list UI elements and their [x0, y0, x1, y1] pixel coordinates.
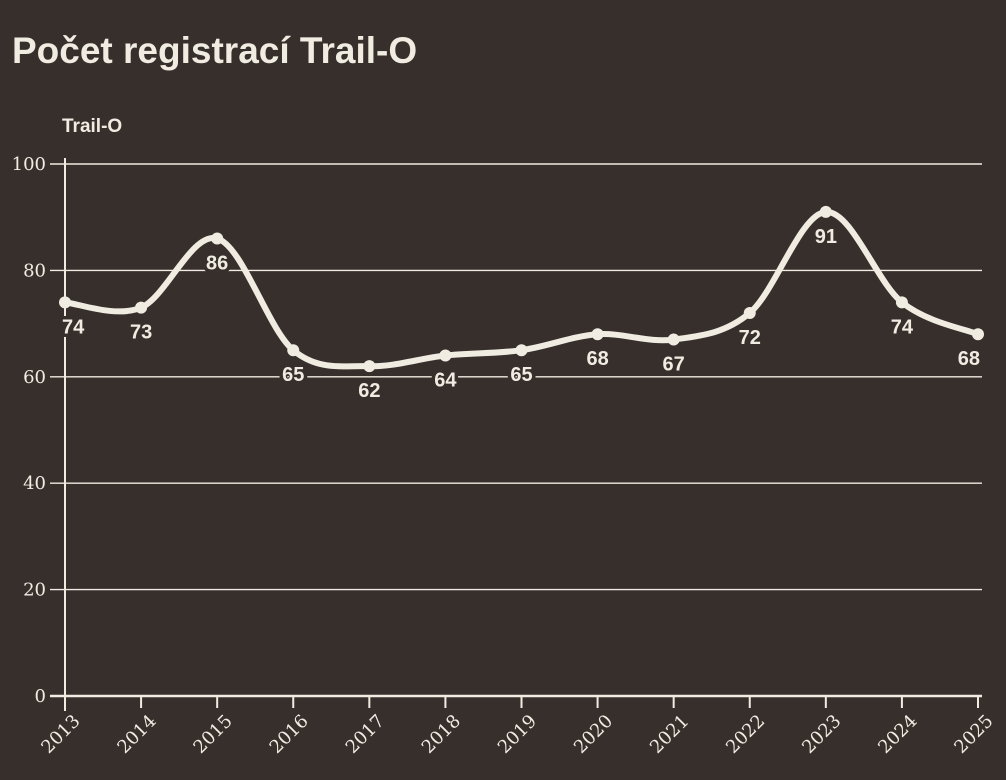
- svg-text:2016: 2016: [266, 711, 313, 758]
- svg-text:73: 73: [130, 322, 152, 344]
- svg-text:74: 74: [62, 316, 85, 338]
- axes: [64, 158, 979, 711]
- svg-text:2017: 2017: [342, 711, 389, 758]
- svg-text:2013: 2013: [37, 711, 84, 758]
- svg-text:0: 0: [35, 686, 46, 707]
- svg-text:68: 68: [586, 348, 608, 370]
- svg-text:100: 100: [12, 154, 46, 175]
- svg-text:2021: 2021: [646, 711, 693, 758]
- svg-text:2023: 2023: [798, 711, 845, 758]
- svg-text:74: 74: [891, 316, 914, 338]
- data-points: [59, 205, 984, 373]
- svg-text:67: 67: [663, 354, 685, 376]
- gridlines: [50, 163, 982, 698]
- svg-text:65: 65: [282, 364, 304, 386]
- data-labels: 74 73 86 65 62 64 65 68 67 72 91 74 68: [59, 222, 984, 405]
- svg-text:80: 80: [23, 260, 46, 281]
- svg-text:91: 91: [815, 226, 837, 248]
- svg-text:2019: 2019: [494, 711, 541, 758]
- svg-text:20: 20: [23, 580, 46, 601]
- data-line: [62, 208, 981, 370]
- svg-text:62: 62: [358, 380, 380, 402]
- svg-text:65: 65: [510, 364, 532, 386]
- chart-title: Počet registrací Trail-O: [12, 30, 418, 71]
- series-label: Trail-O: [62, 116, 123, 137]
- svg-text:2025: 2025: [950, 711, 997, 758]
- axis-tick-labels: 0 20 40 60 80 100 2013 2014 2015 2016 2017 2018 2019…: [12, 154, 998, 758]
- svg-text:2014: 2014: [113, 711, 160, 758]
- svg-text:40: 40: [23, 473, 46, 494]
- svg-text:86: 86: [206, 252, 228, 274]
- svg-text:2018: 2018: [418, 711, 465, 758]
- svg-text:2024: 2024: [874, 711, 921, 758]
- svg-text:2020: 2020: [570, 711, 617, 758]
- svg-text:2015: 2015: [189, 711, 236, 758]
- svg-text:64: 64: [434, 370, 457, 392]
- svg-text:60: 60: [23, 367, 46, 388]
- svg-text:2022: 2022: [722, 711, 769, 758]
- svg-text:68: 68: [958, 348, 980, 370]
- svg-text:72: 72: [739, 327, 761, 349]
